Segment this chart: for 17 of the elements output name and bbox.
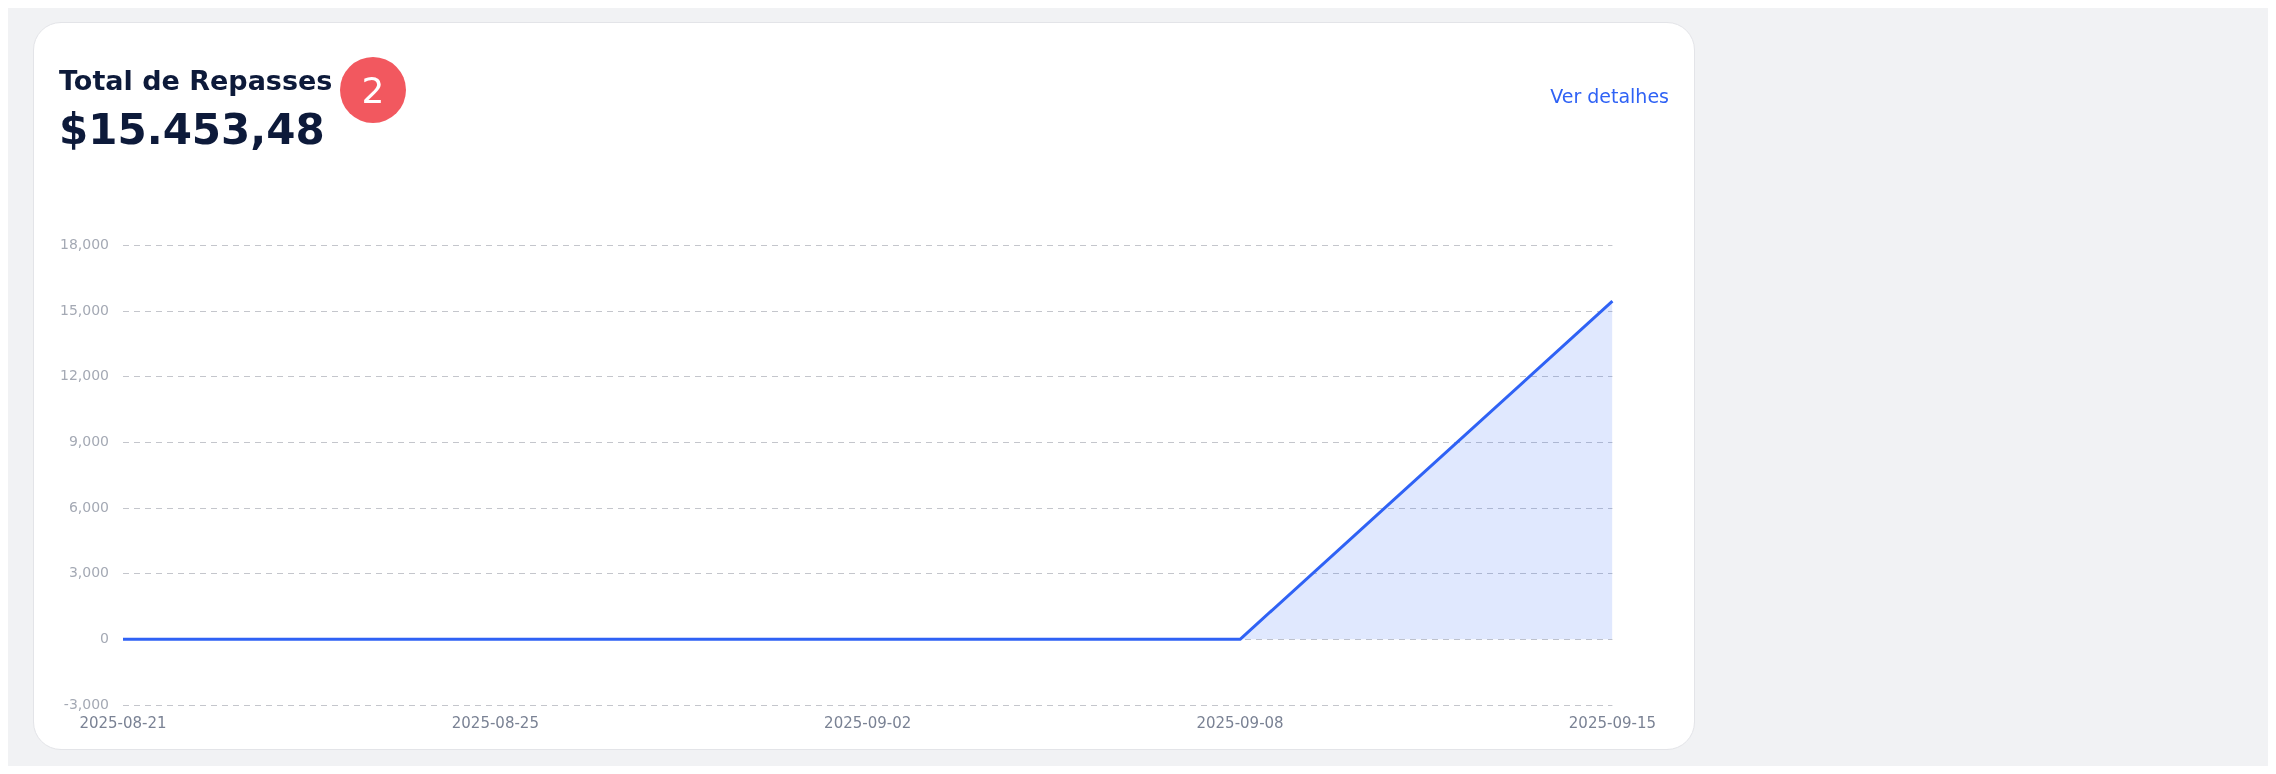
x-tick-label: 2025-09-15 (1568, 713, 1657, 732)
x-tick-label: 2025-09-02 (824, 713, 912, 732)
x-tick-label: 2025-09-08 (1196, 713, 1284, 732)
y-tick-label: 12,000 (59, 367, 109, 384)
y-tick-label: 18,000 (59, 236, 109, 253)
y-tick-label: -3,000 (63, 695, 109, 712)
x-tick-label: 2025-08-21 (79, 713, 167, 732)
badge: 2 (340, 57, 406, 123)
x-tick-label: 2025-08-25 (451, 713, 539, 732)
chart-title: Total de Repasses (59, 65, 333, 96)
y-tick-label: 9,000 (68, 433, 109, 450)
text: Ver detalhes (1550, 85, 1669, 107)
y-tick-label: 0 (100, 629, 109, 646)
y-tick-label: 15,000 (59, 301, 109, 318)
y-tick-label: 3,000 (68, 564, 109, 581)
chart-subtitle: $15.453,48 (59, 105, 325, 154)
y-tick-label: 6,000 (68, 498, 109, 515)
